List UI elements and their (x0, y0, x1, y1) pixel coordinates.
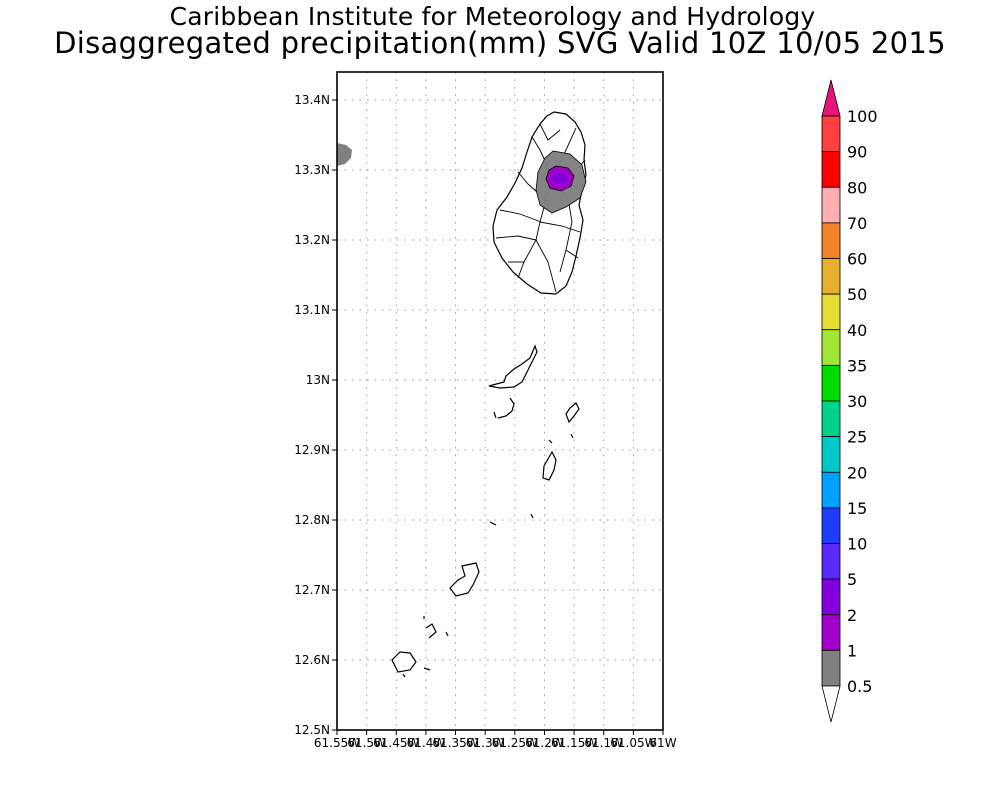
lon-tick-label: 61.55W (314, 736, 360, 750)
colorbar-label: 35 (847, 356, 867, 375)
canouan-island (542, 450, 557, 481)
colorbar-label: 15 (847, 499, 867, 518)
core-rain-inner (552, 172, 568, 185)
lat-tick-label: 12.6N (294, 653, 330, 667)
latitude-ticks: 13.4N 13.3N 13.2N 13.1N 13N 12.9N 12.8N 12.7N 12… (294, 93, 337, 737)
carriacou-islet-1 (425, 623, 437, 639)
colorbar-swatch (821, 151, 841, 188)
colorbar-label: 100 (847, 107, 878, 126)
colorbar-label: 10 (847, 535, 867, 554)
colorbar-label: 80 (847, 178, 867, 197)
colorbar-swatch (821, 222, 841, 259)
colorbar-swatch (821, 471, 841, 509)
lon-tick-label: 61W (649, 736, 676, 750)
colorbar-swatch (821, 364, 841, 402)
lon-tick-label: 61.2W (525, 736, 564, 750)
colorbar-swatch (821, 293, 841, 331)
lon-tick-label: 61.35W (432, 736, 478, 750)
lon-tick-label: 61.25W (492, 736, 538, 750)
colorbar-swatch (821, 329, 841, 366)
graticule (337, 72, 663, 730)
colorbar-swatch (821, 507, 841, 544)
lat-tick-label: 13.1N (294, 303, 330, 317)
colorbar-bottom-arrow (821, 685, 841, 723)
colorbar-label: 70 (847, 214, 867, 233)
bequia-island (488, 344, 538, 389)
colorbar-swatch (821, 258, 841, 295)
colorbar-top-arrow (821, 79, 841, 117)
colorbar-swatch (821, 578, 841, 616)
plot-frame (336, 71, 664, 731)
title-line-1: Caribbean Institute for Meteorology and … (169, 2, 816, 31)
lat-tick-label: 12.5N (294, 723, 330, 737)
lon-tick-label: 61.4W (407, 736, 446, 750)
colorbar-label: 0.5 (847, 677, 872, 696)
lat-tick-label: 12.7N (294, 583, 330, 597)
carriacou-islet-4 (423, 667, 431, 671)
carriacou-island (391, 651, 417, 673)
bequia-islet-2 (493, 411, 497, 419)
lat-tick-label: 13.4N (294, 93, 330, 107)
colorbar-swatch (821, 400, 841, 438)
colorbar-label: 20 (847, 463, 867, 482)
lon-tick-label: 61.45W (373, 736, 419, 750)
colorbar-label: 30 (847, 392, 867, 411)
lat-tick-label: 13.2N (294, 233, 330, 247)
lat-tick-label: 13N (306, 373, 330, 387)
west-edge-rain (337, 143, 352, 166)
mayreau-island (489, 521, 497, 526)
bequia-islet-1 (497, 397, 515, 419)
title-line-2: Disaggregated precipitation(mm) SVG Vali… (54, 26, 946, 60)
lat-tick-label: 12.8N (294, 513, 330, 527)
lat-tick-label: 12.9N (294, 443, 330, 457)
plot-area (337, 72, 663, 730)
colorbar-label: 60 (847, 250, 867, 269)
colorbar-label: 50 (847, 285, 867, 304)
colorbar-label: 25 (847, 428, 867, 447)
carriacou-islet-5 (402, 673, 406, 678)
lon-tick-label: 61.1W (584, 736, 623, 750)
carriacou-islet-3 (445, 631, 449, 637)
colorbar-swatch (821, 649, 841, 687)
longitude-ticks: 61.55W61.5W61.45W61.4W61.35W61.3W61.25W6… (314, 730, 677, 750)
colorbar-label: 2 (847, 606, 857, 625)
lon-tick-label: 61.05W (610, 736, 656, 750)
colorbar-swatch (821, 543, 841, 580)
lon-tick-label: 61.5W (347, 736, 386, 750)
colorbar-label: 90 (847, 143, 867, 162)
colorbar-swatch (821, 186, 841, 224)
colorbar-swatch (821, 614, 841, 651)
colorbar-label: 5 (847, 570, 857, 589)
lat-tick-label: 13.3N (294, 163, 330, 177)
union-island (449, 562, 480, 597)
colorbar-label: 40 (847, 321, 867, 340)
lon-tick-label: 61.3W (466, 736, 505, 750)
savan-islet (530, 513, 534, 519)
colorbar-swatch (821, 436, 841, 473)
mustique-islet (570, 433, 574, 439)
mustique-island (565, 402, 580, 424)
canouan-islet (548, 439, 553, 444)
lon-tick-label: 61.15W (551, 736, 597, 750)
colorbar-label: 1 (847, 641, 857, 660)
colorbar-swatch (821, 115, 841, 153)
